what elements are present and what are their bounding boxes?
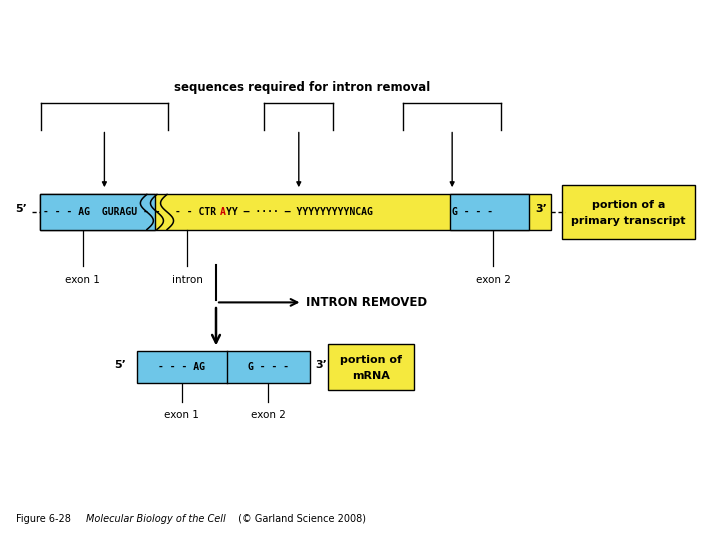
Text: 3’: 3’	[315, 360, 327, 369]
Text: - - CTR: - - CTR	[175, 207, 216, 217]
Text: GURAGU - -: GURAGU - -	[96, 207, 161, 217]
Text: exon 2: exon 2	[251, 410, 286, 421]
Text: Molecular Biology of the Cell: Molecular Biology of the Cell	[86, 514, 226, 524]
Text: INTRON REMOVED: INTRON REMOVED	[306, 296, 427, 309]
Text: - - - AG: - - - AG	[43, 207, 90, 217]
Text: portion of a: portion of a	[592, 200, 665, 210]
Text: 3’: 3’	[535, 204, 546, 214]
Bar	[137, 351, 310, 383]
Text: sequences required for intron removal: sequences required for intron removal	[174, 82, 431, 94]
Bar	[450, 194, 529, 230]
Text: G - - -: G - - -	[452, 207, 493, 217]
Text: Figure 6-28: Figure 6-28	[16, 514, 77, 524]
Text: (© Garland Science 2008): (© Garland Science 2008)	[235, 514, 366, 524]
Text: 5’: 5’	[114, 360, 126, 369]
Bar	[562, 185, 695, 239]
Text: portion of: portion of	[340, 355, 402, 365]
Text: exon 2: exon 2	[476, 275, 510, 286]
Text: exon 1: exon 1	[164, 410, 199, 421]
Text: 5’: 5’	[15, 204, 27, 214]
Text: G - - -: G - - -	[248, 362, 289, 372]
Text: primary transcript: primary transcript	[571, 217, 685, 226]
Text: intron: intron	[172, 275, 202, 286]
Bar	[40, 194, 155, 230]
Bar	[328, 344, 414, 390]
Text: A: A	[220, 207, 225, 217]
Text: YY – ···· – YYYYYYYYYNCAG: YY – ···· – YYYYYYYYYNCAG	[226, 207, 373, 217]
Text: - - - AG: - - - AG	[158, 362, 205, 372]
Text: exon 1: exon 1	[66, 275, 100, 286]
Text: mRNA: mRNA	[352, 371, 390, 381]
Bar	[40, 194, 551, 230]
